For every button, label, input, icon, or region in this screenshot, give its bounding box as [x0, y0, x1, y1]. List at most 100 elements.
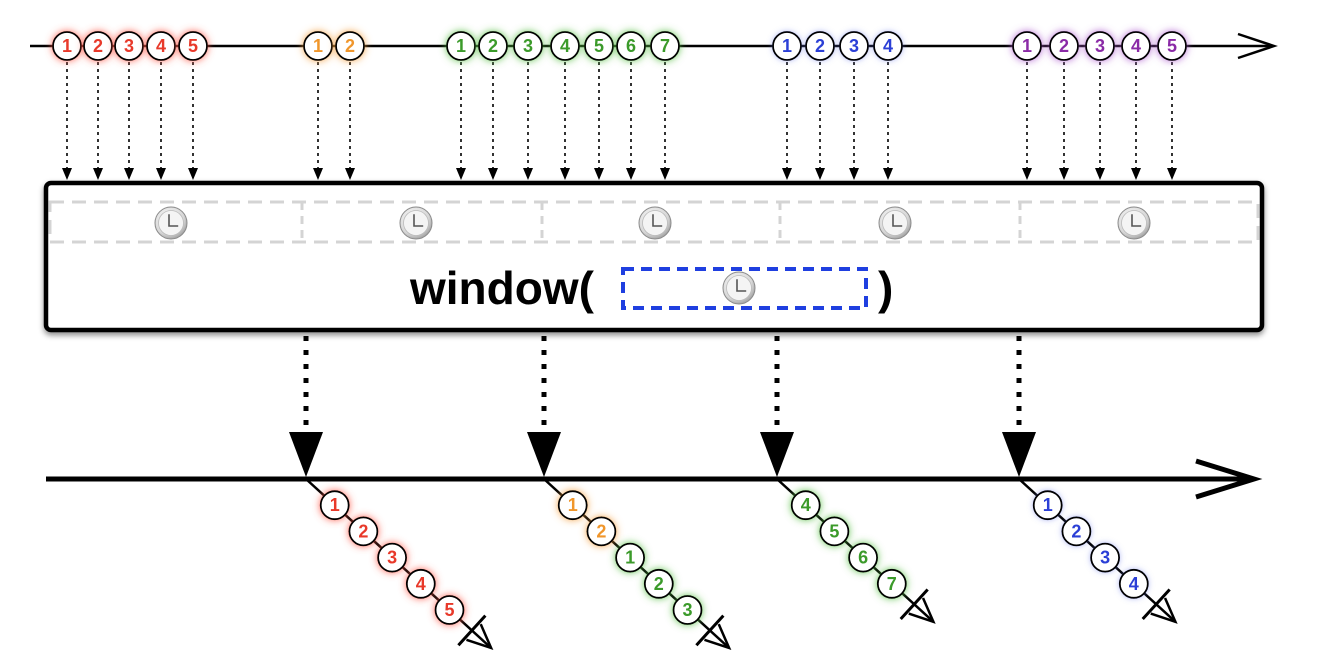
marble-label: 2 — [488, 36, 498, 56]
marble-label: 5 — [188, 36, 198, 56]
emission-arrow — [156, 62, 166, 180]
marble: 1 — [559, 491, 587, 519]
marble: 2 — [587, 517, 615, 545]
marble: 6 — [849, 544, 877, 572]
emission-arrow — [345, 62, 355, 180]
marble-label: 3 — [682, 600, 692, 620]
marble-label: 1 — [1022, 36, 1032, 56]
emission-arrow — [188, 62, 198, 180]
emission-arrow — [62, 62, 72, 180]
marble-label: 5 — [1167, 36, 1177, 56]
marble: 2 — [1050, 32, 1078, 60]
marble: 1 — [304, 32, 332, 60]
marble-label: 1 — [313, 36, 323, 56]
emission-arrow — [1095, 62, 1105, 180]
marble-label: 2 — [93, 36, 103, 56]
emission-arrow — [626, 62, 636, 180]
marble-label: 7 — [660, 36, 670, 56]
marble: 3 — [840, 32, 868, 60]
marble-label: 3 — [387, 548, 397, 568]
marble: 2 — [1062, 517, 1090, 545]
emission-arrow — [1022, 62, 1032, 180]
marble: 1 — [53, 32, 81, 60]
marble: 1 — [1013, 32, 1041, 60]
source-emission-arrows — [62, 62, 1177, 180]
output-windows: 123451212345671234 — [306, 479, 1175, 648]
marble: 1 — [773, 32, 801, 60]
marble-label: 1 — [1043, 495, 1053, 515]
marble: 2 — [806, 32, 834, 60]
emission-arrow — [488, 62, 498, 180]
marble-label: 2 — [345, 36, 355, 56]
marble: 3 — [1091, 544, 1119, 572]
marble: 4 — [1120, 570, 1148, 598]
marble: 1 — [321, 491, 349, 519]
operator-box: window( ) — [46, 183, 1262, 330]
emission-arrow — [560, 62, 570, 180]
emission-arrow — [124, 62, 134, 180]
marble-label: 2 — [815, 36, 825, 56]
marble-label: 1 — [782, 36, 792, 56]
marble-label: 7 — [887, 574, 897, 594]
marble: 3 — [1086, 32, 1114, 60]
marble-label: 2 — [358, 521, 368, 541]
marble-label: 5 — [594, 36, 604, 56]
marble: 2 — [479, 32, 507, 60]
marble: 4 — [407, 570, 435, 598]
output-window: 12123 — [544, 479, 729, 648]
marble-label: 1 — [625, 548, 635, 568]
marble-label: 3 — [1095, 36, 1105, 56]
marble-label: 4 — [560, 36, 570, 56]
marble: 2 — [336, 32, 364, 60]
marble: 3 — [674, 596, 702, 624]
emission-arrow — [313, 62, 323, 180]
emission-arrow — [456, 62, 466, 180]
emission-arrow — [660, 62, 670, 180]
emission-arrow — [782, 62, 792, 180]
window-emission-arrows — [289, 336, 1036, 477]
clock-icon — [400, 207, 432, 239]
window-emission-arrow — [760, 336, 794, 477]
clock-icon — [723, 272, 755, 304]
emission-arrow — [1167, 62, 1177, 180]
marble-label: 2 — [1059, 36, 1069, 56]
operator-name: window( — [409, 262, 595, 314]
marble-label: 4 — [883, 36, 893, 56]
marble: 1 — [616, 544, 644, 572]
operator-close-paren: ) — [878, 262, 893, 314]
marble-label: 4 — [801, 495, 811, 515]
marble: 4 — [874, 32, 902, 60]
output-timeline — [46, 461, 1254, 497]
emission-arrow — [815, 62, 825, 180]
marble-label: 4 — [156, 36, 166, 56]
marble-label: 1 — [330, 495, 340, 515]
marble-label: 3 — [1100, 548, 1110, 568]
clock-icon — [879, 207, 911, 239]
marble: 1 — [1034, 491, 1062, 519]
marble: 1 — [447, 32, 475, 60]
marble-label: 4 — [1131, 36, 1141, 56]
marble-label: 1 — [568, 495, 578, 515]
marble: 4 — [792, 491, 820, 519]
marble: 2 — [349, 517, 377, 545]
emission-arrow — [883, 62, 893, 180]
marble: 5 — [585, 32, 613, 60]
marble: 5 — [179, 32, 207, 60]
window-emission-arrow — [527, 336, 561, 477]
emission-arrow — [93, 62, 103, 180]
marble-label: 4 — [1129, 574, 1139, 594]
marble-label: 3 — [523, 36, 533, 56]
marble-label: 3 — [124, 36, 134, 56]
emission-arrow — [594, 62, 604, 180]
marble-label: 5 — [444, 600, 454, 620]
clock-icon — [155, 207, 187, 239]
emission-arrow — [1131, 62, 1141, 180]
marble: 7 — [878, 570, 906, 598]
marble-label: 4 — [416, 574, 426, 594]
marble: 4 — [147, 32, 175, 60]
